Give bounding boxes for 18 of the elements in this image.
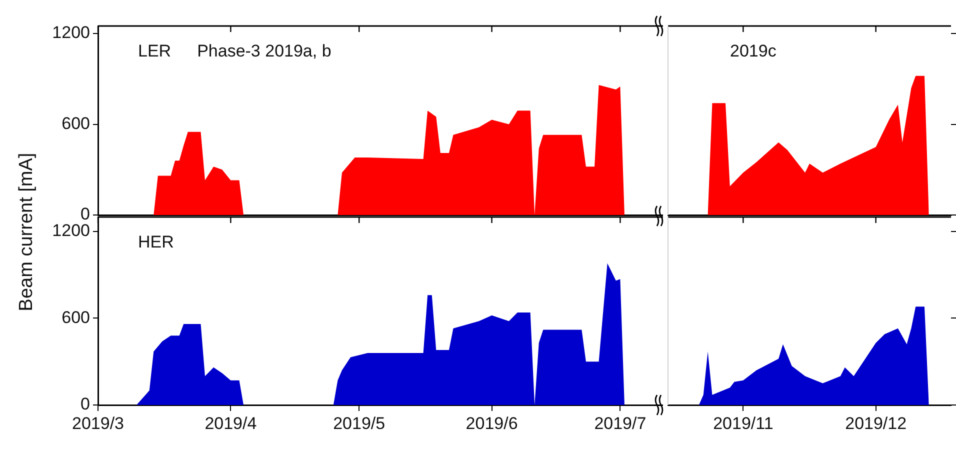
y-tick-label: 0 — [80, 394, 90, 414]
x-tick-label: 2019/11 — [713, 414, 774, 433]
annotation: HER — [138, 232, 174, 252]
y-axis-title: Beam current [mA] — [16, 152, 38, 312]
x-tick-label: 2019/6 — [466, 414, 518, 433]
x-tick-label: 2019/5 — [333, 414, 386, 433]
y-tick-label: 600 — [62, 114, 90, 133]
x-tick-label: 2019/7 — [594, 414, 646, 433]
annotation: LER — [138, 42, 172, 61]
annotation: Phase-3 2019a, b — [197, 42, 332, 61]
y-tick-label: 0 — [80, 204, 90, 224]
x-tick-label: 2019/4 — [204, 414, 257, 433]
annotation: 2019c — [730, 42, 777, 61]
x-tick-label: 2019/12 — [845, 414, 907, 433]
y-tick-label: 1200 — [52, 221, 90, 240]
y-tick-label: 600 — [62, 308, 90, 327]
x-tick-label: 2019/3 — [72, 414, 124, 433]
y-tick-label: 1200 — [52, 23, 90, 42]
